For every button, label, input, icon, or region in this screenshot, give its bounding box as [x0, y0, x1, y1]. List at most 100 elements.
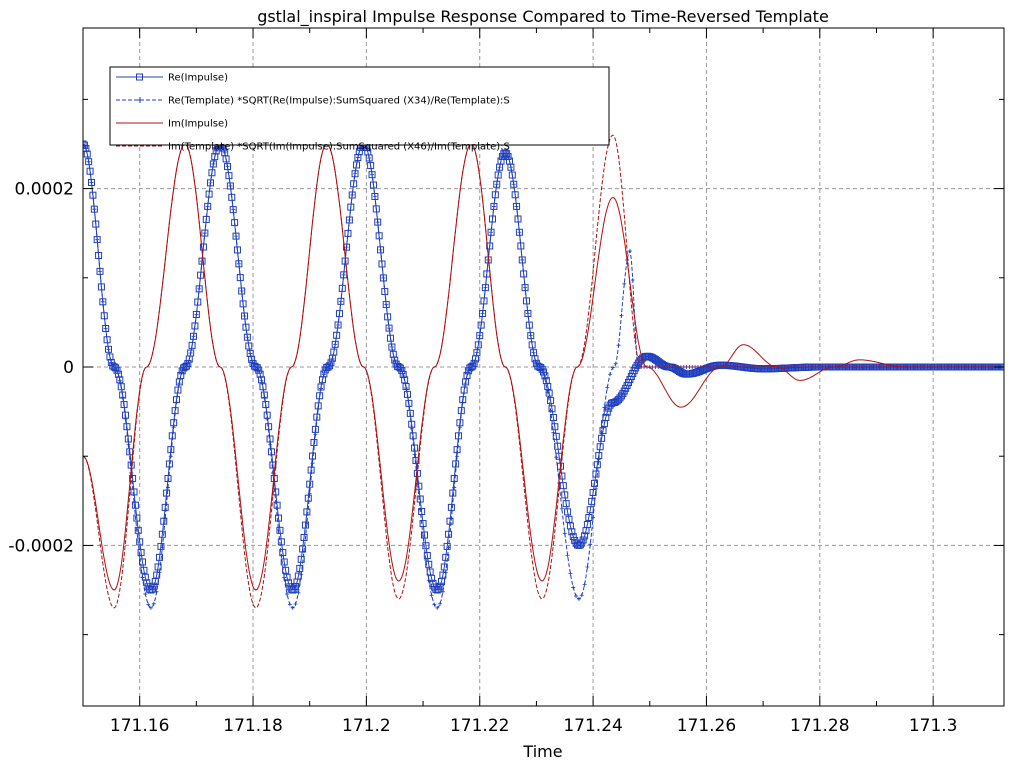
data-point	[83, 146, 88, 151]
data-point	[307, 491, 312, 496]
data-point	[327, 363, 332, 368]
data-point	[385, 324, 393, 332]
data-point	[452, 485, 457, 490]
data-point	[222, 155, 230, 163]
data-point	[95, 237, 100, 242]
data-point	[154, 589, 159, 594]
data-point	[303, 508, 311, 516]
data-point	[83, 140, 87, 148]
data-point	[549, 414, 557, 422]
legend-entry: Re(Template) *SQRT(Re(Impulse):SumSquare…	[116, 96, 510, 107]
data-point	[300, 533, 308, 541]
data-point	[324, 365, 329, 370]
data-point	[406, 404, 411, 409]
data-point	[136, 538, 144, 546]
data-point	[117, 378, 122, 383]
data-point	[384, 313, 392, 321]
data-point	[558, 472, 566, 480]
data-point	[282, 575, 287, 580]
data-point	[153, 571, 161, 579]
data-point	[330, 348, 338, 356]
data-point	[335, 310, 343, 318]
data-point	[276, 528, 281, 533]
data-point	[559, 482, 567, 490]
data-point	[208, 180, 213, 185]
data-point	[399, 371, 407, 379]
data-point	[599, 427, 607, 435]
data-point	[608, 372, 613, 377]
data-point	[554, 455, 559, 460]
data-point	[545, 389, 553, 397]
data-point	[262, 395, 267, 400]
data-point	[517, 230, 522, 235]
data-point	[480, 297, 488, 305]
x-tick-label: 171.24	[563, 716, 622, 736]
data-point	[630, 278, 635, 283]
data-point	[598, 434, 606, 442]
data-point	[388, 343, 396, 351]
series-line	[83, 143, 1004, 609]
data-point	[187, 349, 195, 357]
data-point	[470, 359, 478, 367]
data-point	[446, 517, 454, 525]
data-point	[367, 155, 372, 160]
data-point	[238, 287, 246, 295]
data-point	[115, 368, 120, 373]
x-tick-label: 171.22	[450, 716, 509, 736]
data-point	[596, 457, 601, 462]
data-point	[174, 386, 182, 394]
data-point	[489, 230, 494, 235]
data-point	[279, 553, 284, 558]
data-point	[531, 355, 539, 363]
data-point	[160, 517, 168, 525]
data-point	[551, 430, 556, 435]
data-point	[569, 533, 577, 541]
data-point	[447, 503, 455, 511]
data-point	[255, 366, 263, 374]
data-point	[568, 528, 576, 536]
data-point	[344, 245, 349, 250]
data-point	[285, 592, 290, 597]
data-point	[384, 302, 389, 307]
data-point	[89, 180, 94, 185]
data-point	[457, 407, 465, 415]
data-point	[202, 231, 207, 236]
x-tick-label: 171.2	[342, 716, 391, 736]
data-point	[174, 400, 179, 405]
data-point	[355, 148, 363, 156]
data-point	[392, 358, 397, 363]
data-point	[425, 560, 433, 568]
data-point	[599, 429, 604, 434]
data-point	[134, 528, 139, 533]
data-point	[514, 204, 519, 209]
data-point	[275, 514, 283, 522]
data-point	[151, 601, 156, 606]
y-tick-label: 0	[63, 358, 74, 378]
data-point	[183, 365, 188, 369]
y-tick-label: 0.0002	[15, 180, 74, 200]
data-point	[409, 426, 414, 431]
data-point	[282, 566, 290, 574]
legend-marker	[137, 97, 143, 103]
data-point	[205, 204, 210, 209]
data-point	[171, 425, 176, 430]
data-point	[531, 350, 536, 355]
series-layer	[83, 134, 1004, 610]
data-point	[426, 578, 431, 583]
data-point	[460, 400, 465, 405]
data-point	[113, 366, 121, 374]
legend: Re(Impulse) Re(Template) *SQRT(Re(Impulse…	[109, 66, 610, 153]
data-point	[347, 203, 355, 211]
data-point	[158, 530, 166, 538]
data-point	[319, 386, 324, 391]
x-tick-label: 171.18	[223, 716, 282, 736]
data-point	[398, 366, 403, 371]
data-point	[469, 365, 474, 369]
data-point	[140, 566, 148, 574]
data-point	[321, 372, 326, 377]
data-point	[304, 521, 309, 526]
series-3	[83, 143, 1004, 591]
data-point	[120, 401, 128, 409]
data-point	[117, 383, 125, 391]
